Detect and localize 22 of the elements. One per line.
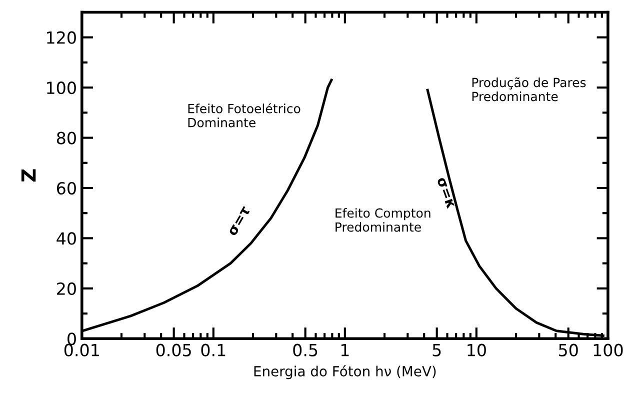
- x-axis-title: Energia do Fóton hν (MeV): [254, 365, 436, 380]
- x-tick-label: 5: [432, 344, 441, 356]
- annotation: Efeito Fotoelétrico Dominante: [188, 103, 300, 128]
- y-axis-title: Z: [21, 169, 36, 182]
- x-tick-label: 100: [594, 344, 623, 356]
- x-tick-label: 0.05: [156, 344, 191, 356]
- x-tick-label: 0.01: [64, 344, 99, 356]
- x-tick-label: 50: [559, 344, 578, 356]
- annotation: Produção de Pares Predominante: [472, 77, 586, 102]
- y-tick-label: 60: [56, 182, 76, 195]
- y-tick-label: 120: [47, 31, 76, 44]
- y-tick-label: 80: [56, 132, 76, 144]
- x-tick-label: 0.5: [293, 344, 318, 356]
- annotation: σ=κ: [436, 177, 455, 209]
- y-tick-label: 100: [47, 82, 76, 94]
- x-tick-label: 0.1: [201, 344, 226, 356]
- x-tick-label: 10: [468, 344, 486, 356]
- annotation: Efeito Compton Predominante: [336, 208, 430, 232]
- y-tick-label: 0: [68, 332, 76, 346]
- y-tick-label: 40: [56, 232, 76, 245]
- y-tick-label: 20: [57, 282, 76, 295]
- x-tick-label: 1: [341, 344, 349, 356]
